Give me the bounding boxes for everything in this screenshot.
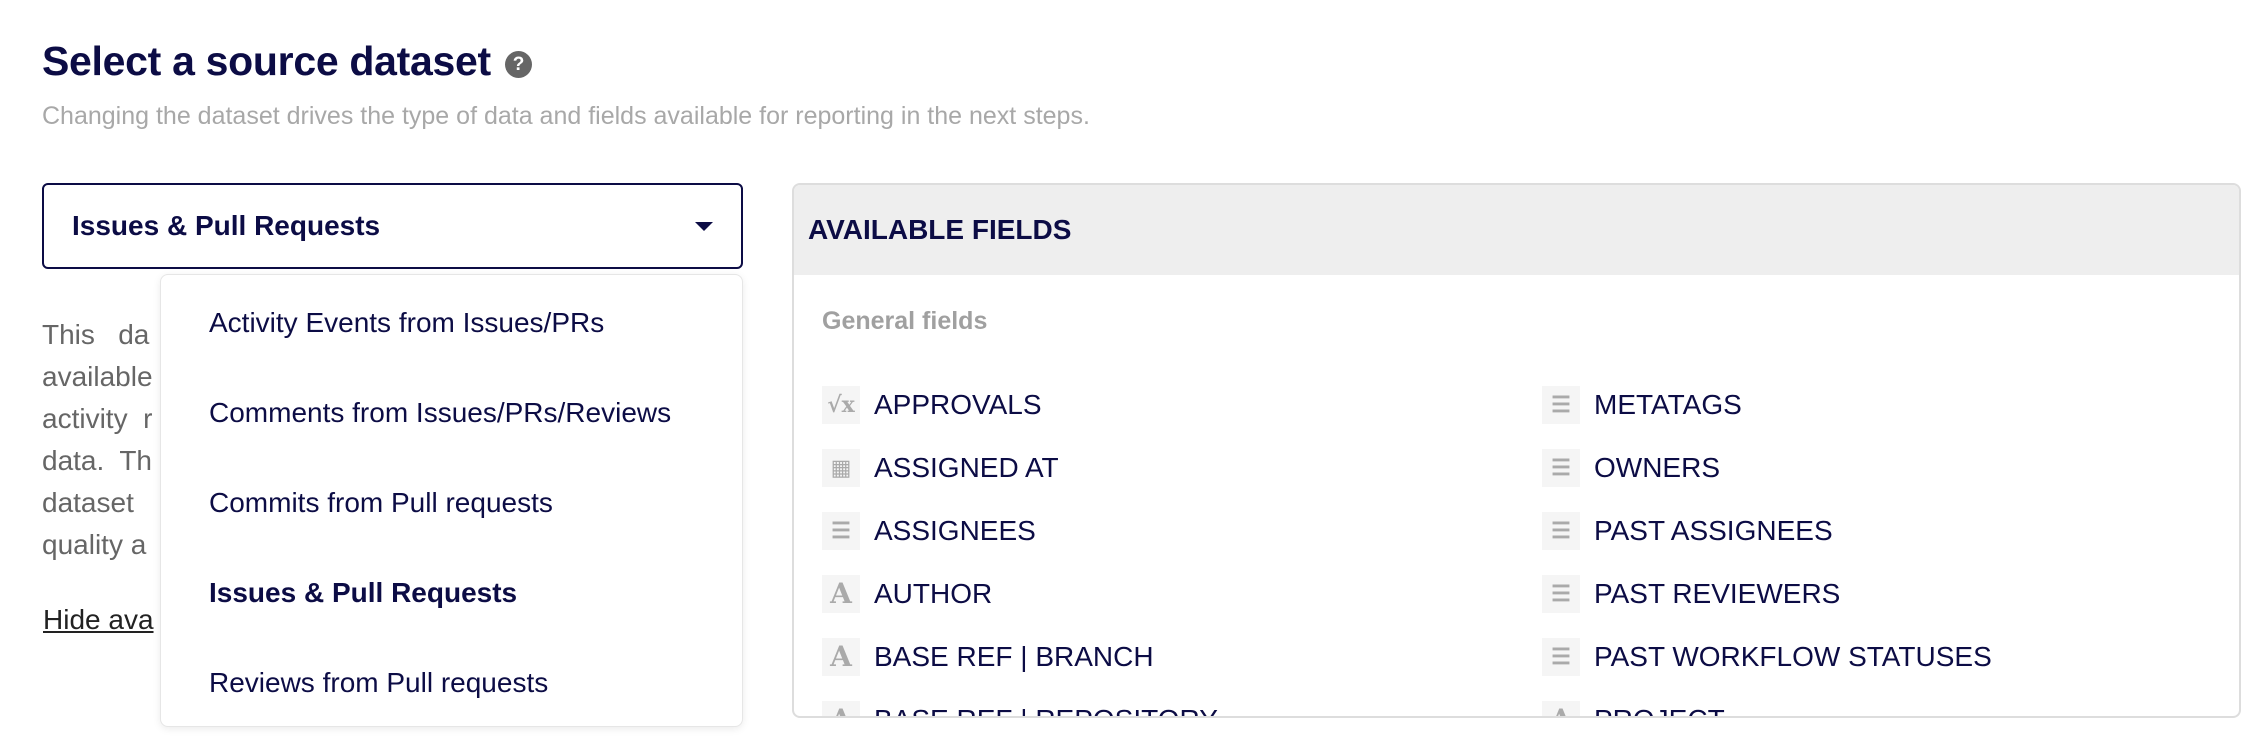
title-text: Select a source dataset <box>42 38 491 84</box>
field-label: METATAGS <box>1594 388 1742 420</box>
menu-option[interactable]: Reviews from Pull requests <box>209 667 549 698</box>
list-icon: ☰ <box>1542 637 1580 676</box>
field-label: ASSIGNEES <box>874 514 1036 546</box>
field-item[interactable]: ☰ ASSIGNEES <box>822 499 1218 562</box>
list-icon: ☰ <box>1542 385 1580 424</box>
field-label: PAST REVIEWERS <box>1594 577 1841 609</box>
field-item[interactable]: ☰ PAST WORKFLOW STATUSES <box>1542 625 1992 688</box>
fields-column-right: ☰ METATAGS ☰ OWNERS ☰ PAST ASSIGNEES ☰ PAST REV… <box>1542 373 1992 717</box>
field-item[interactable]: A PROJECT <box>1542 688 1992 717</box>
field-item[interactable]: ☰ METATAGS <box>1542 373 1992 436</box>
caret-down-icon <box>695 221 713 231</box>
available-fields-panel: AVAILABLE FIELDS General fields √x APPROV… <box>792 183 2241 718</box>
field-item[interactable]: ☰ PAST REVIEWERS <box>1542 562 1992 625</box>
field-label: OWNERS <box>1594 451 1720 483</box>
group-label: General fields <box>822 307 988 335</box>
field-item[interactable]: ☰ PAST ASSIGNEES <box>1542 499 1992 562</box>
hide-fields-link[interactable]: Hide ava <box>43 604 154 635</box>
question-circle-icon[interactable]: ? <box>504 51 532 78</box>
description-line: activity r <box>42 403 153 434</box>
field-label: BASE REF | REPOSITORY <box>874 704 1218 717</box>
formula-icon: √x <box>822 385 860 424</box>
menu-option[interactable]: Issues & Pull Requests <box>209 577 518 608</box>
list-icon: ☰ <box>1542 574 1580 613</box>
field-label: APPROVALS <box>874 388 1042 420</box>
dataset-description: This da available activity r data. Th datase… <box>42 314 642 566</box>
menu-option[interactable]: Activity Events from Issues/PRs <box>209 307 605 338</box>
page-subtitle: Changing the dataset drives the type of … <box>42 102 1090 130</box>
description-line: quality a <box>42 529 147 560</box>
description-line: This da <box>42 319 150 350</box>
field-item[interactable]: A BASE REF | BRANCH <box>822 625 1218 688</box>
field-label: PAST ASSIGNEES <box>1594 514 1833 546</box>
calendar-icon: ▦ <box>822 448 860 487</box>
panel-header: AVAILABLE FIELDS <box>794 185 2239 275</box>
field-item[interactable]: A AUTHOR <box>822 562 1218 625</box>
text-icon: A <box>1542 700 1580 716</box>
list-icon: ☰ <box>1542 511 1580 550</box>
field-item[interactable]: ☰ OWNERS <box>1542 436 1992 499</box>
menu-option[interactable]: Comments from Issues/PRs/Reviews <box>209 397 672 428</box>
fields-column-left: √x APPROVALS ▦ ASSIGNED AT ☰ ASSIGNEES A AUTHOR… <box>822 373 1218 717</box>
dataset-select-value: Issues & Pull Requests <box>72 210 381 241</box>
field-item[interactable]: ▦ ASSIGNED AT <box>822 436 1218 499</box>
dataset-dropdown-menu: Activity Events from Issues/PRs Comments … <box>160 274 743 727</box>
text-icon: A <box>822 574 860 613</box>
field-label: BASE REF | BRANCH <box>874 640 1154 672</box>
text-icon: A <box>822 637 860 676</box>
list-icon: ☰ <box>822 511 860 550</box>
description-line: available <box>42 361 153 392</box>
menu-option[interactable]: Commits from Pull requests <box>209 487 553 518</box>
page-title: Select a source dataset? <box>42 38 532 85</box>
field-item[interactable]: A BASE REF | REPOSITORY <box>822 688 1218 717</box>
field-label: PAST WORKFLOW STATUSES <box>1594 640 1992 672</box>
field-label: ASSIGNED AT <box>874 451 1059 483</box>
field-label: PROJECT <box>1594 704 1725 717</box>
description-line: dataset <box>42 487 134 518</box>
field-item[interactable]: √x APPROVALS <box>822 373 1218 436</box>
dataset-select[interactable]: Issues & Pull Requests <box>42 183 743 269</box>
field-label: AUTHOR <box>874 577 993 609</box>
list-icon: ☰ <box>1542 448 1580 487</box>
text-icon: A <box>822 700 860 716</box>
description-line: data. Th <box>42 445 153 476</box>
